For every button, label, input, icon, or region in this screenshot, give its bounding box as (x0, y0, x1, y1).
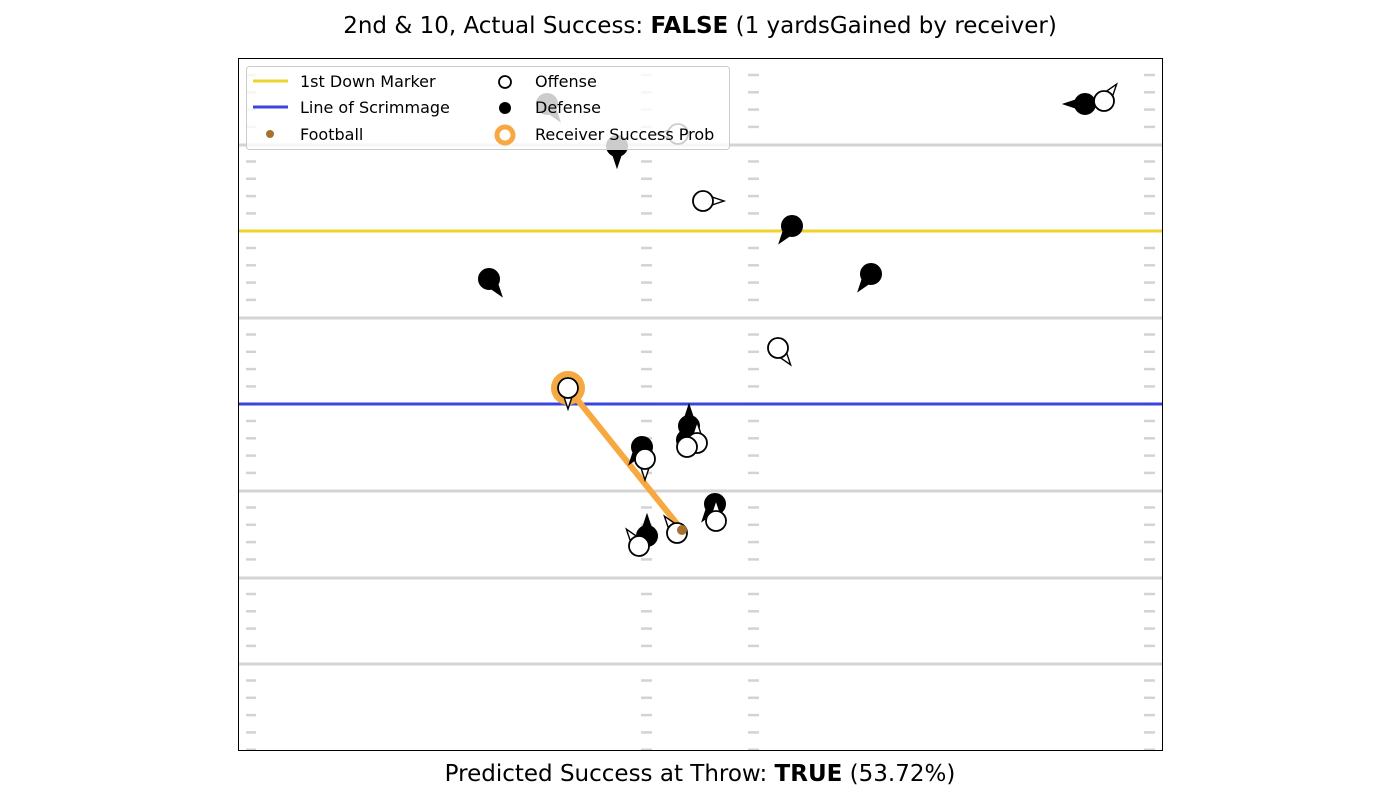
player-layer (478, 82, 1118, 557)
actual-success-value: FALSE (650, 13, 729, 39)
defense-legend-swatch (499, 102, 511, 114)
offense-player (767, 337, 789, 359)
legend: 1st Down Marker Line of Scrimmage Football… (246, 66, 730, 150)
offense-player (634, 448, 656, 470)
offense-player (692, 190, 714, 212)
receiver-prob-legend-label: Receiver Success Prob (535, 125, 714, 144)
receiver-prob-legend-swatch (494, 124, 516, 146)
defense-player (860, 263, 882, 285)
field-layer (239, 73, 1162, 751)
offense-player (1093, 90, 1115, 112)
chart-title: 2nd & 10, Actual Success: FALSE (1 yards… (0, 13, 1400, 39)
first-down-legend-label: 1st Down Marker (300, 72, 436, 91)
offense-player (705, 510, 727, 532)
caption-suffix: (53.72%) (842, 761, 956, 787)
defense-player (478, 268, 500, 290)
offense-legend-swatch (498, 75, 512, 89)
title-prefix: 2nd & 10, Actual Success: (343, 13, 651, 39)
defense-player (1074, 93, 1096, 115)
offense-legend-label: Offense (535, 72, 597, 91)
football-legend-swatch (266, 130, 274, 138)
throw-path (565, 385, 685, 533)
title-suffix: (1 yardsGained by receiver) (728, 13, 1057, 39)
defense-legend-label: Defense (535, 98, 601, 117)
line-of-scrimmage-legend-label: Line of Scrimmage (300, 98, 450, 117)
legend-box (246, 66, 730, 150)
prediction-caption: Predicted Success at Throw: TRUE (53.72%… (0, 761, 1400, 787)
football-marker (677, 525, 687, 535)
offense-player (676, 436, 698, 458)
football-legend-label: Football (300, 125, 363, 144)
offense-player (628, 535, 650, 557)
caption-prefix: Predicted Success at Throw: (444, 761, 775, 787)
offense-player (557, 377, 579, 399)
predicted-success-value: TRUE (774, 761, 843, 787)
defense-player (781, 215, 803, 237)
field-border (238, 58, 1163, 751)
